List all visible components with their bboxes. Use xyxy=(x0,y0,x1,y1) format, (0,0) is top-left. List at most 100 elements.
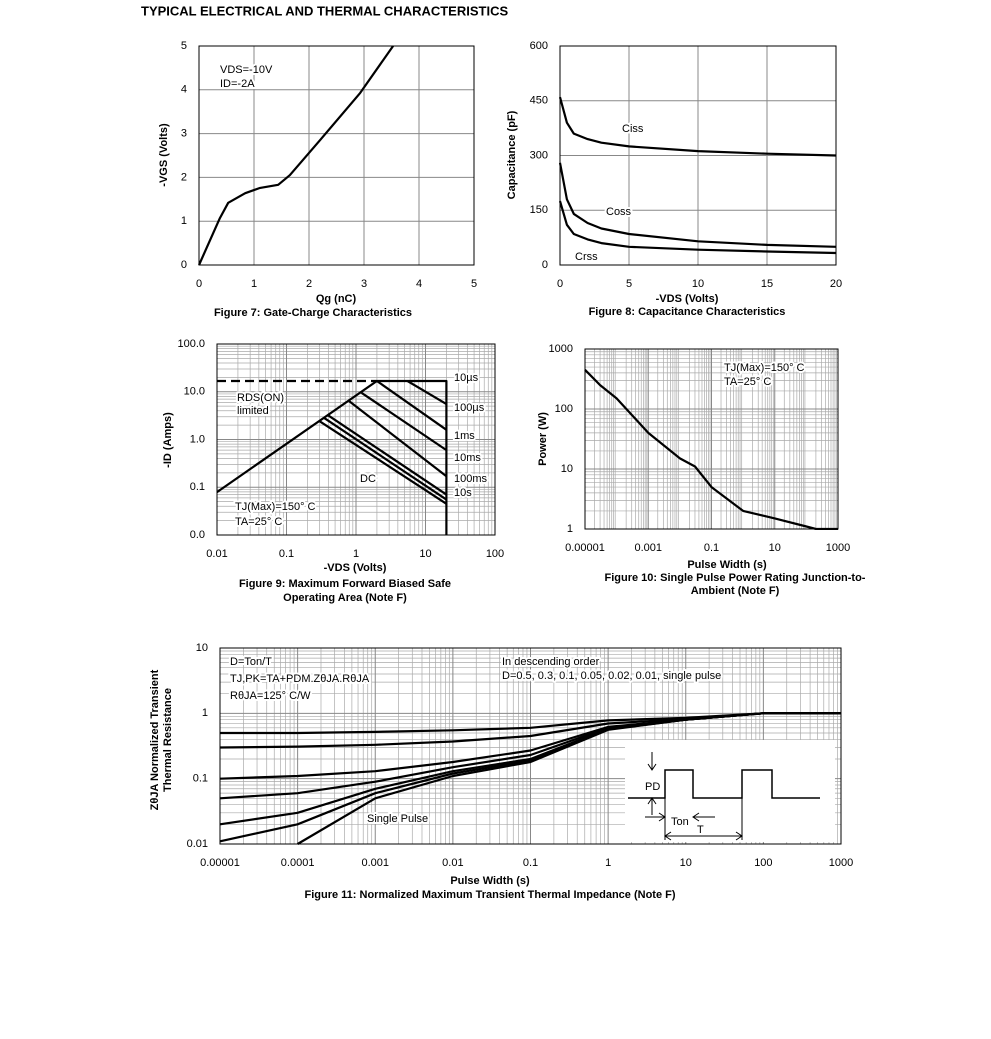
y-tick-label: 0 xyxy=(542,259,548,271)
chart: 0 5 10 15 20 0 150 300 450 600 Ciss Coss Crss -VDS (V… xyxy=(506,40,842,318)
x-tick-label: 100 xyxy=(754,857,772,869)
pulse-waveform xyxy=(628,769,820,799)
y-tick-label: 0.1 xyxy=(193,773,208,785)
x-tick-label: 10 xyxy=(769,542,781,554)
y-tick-label: 0.01 xyxy=(187,838,208,850)
y-tick-label: 1 xyxy=(567,523,573,535)
series-label: 10ms xyxy=(454,452,481,464)
y-tick-label: 2 xyxy=(181,171,187,183)
x-tick-label: 100 xyxy=(486,548,504,560)
x-tick-label: 10 xyxy=(419,548,431,560)
y-tick-label: 0 xyxy=(181,259,187,271)
annotation: D=Ton/T xyxy=(230,656,272,668)
y-axis-label: Thermal Resistance xyxy=(162,688,174,792)
y-tick-label: 300 xyxy=(530,149,548,161)
x-axis-label: -VDS (Volts) xyxy=(656,293,719,305)
series-line xyxy=(376,380,448,431)
x-tick-label: 1000 xyxy=(829,857,853,869)
x-tick-label: 0 xyxy=(196,278,202,290)
x-tick-label: 0.001 xyxy=(634,542,662,554)
y-axis-label: ZθJA Normalized Transient xyxy=(149,669,161,810)
x-tick-label: 1 xyxy=(251,278,257,290)
x-axis-label: -VDS (Volts) xyxy=(324,562,387,574)
x-tick-label: 3 xyxy=(361,278,367,290)
y-axis-label: -ID (Amps) xyxy=(162,412,174,468)
figure-caption: Figure 7: Gate-Charge Characteristics xyxy=(214,307,412,319)
series-label: DC xyxy=(360,473,376,485)
x-axis-label: Pulse Width (s) xyxy=(450,875,530,887)
plot-frame xyxy=(216,343,496,536)
chart: 0.00001 0.001 0.1 10 1000 1 10 100 1000 TJ(Max)=1… xyxy=(537,343,866,597)
x-tick-label: 0.00001 xyxy=(565,542,605,554)
y-tick-label: 3 xyxy=(181,128,187,140)
x-tick-label: 0.01 xyxy=(206,548,227,560)
y-tick-label: 1000 xyxy=(549,343,573,355)
series-label: Crss xyxy=(575,251,598,263)
y-tick-label: 10 xyxy=(196,642,208,654)
y-tick-label: 0.0 xyxy=(190,529,205,541)
series-label: Ciss xyxy=(622,123,644,135)
pd-arrows xyxy=(647,752,657,815)
series-line xyxy=(327,414,448,496)
series-line xyxy=(216,379,448,535)
inset-bg xyxy=(625,740,835,842)
annotation: D=0.5, 0.3, 0.1, 0.05, 0.02, 0.01, singl… xyxy=(502,670,721,682)
x-tick-label: 10 xyxy=(692,278,704,290)
series-label: 10s xyxy=(454,487,472,499)
series-label: 1ms xyxy=(454,430,475,442)
annotation: limited xyxy=(237,405,269,417)
series-label: 10µs xyxy=(454,372,479,384)
x-tick-label: 10 xyxy=(680,857,692,869)
page-title: TYPICAL ELECTRICAL AND THERMAL CHARACTER… xyxy=(141,3,508,18)
chart: 0.01 0.1 1 10 100 0.0 0.1 1.0 10.0 100.0 10µs 100µs… xyxy=(162,338,504,604)
annotation: TJ(Max)=150° C xyxy=(724,362,805,374)
x-tick-label: 5 xyxy=(471,278,477,290)
annotation: PD xyxy=(645,781,660,793)
y-tick-label: 4 xyxy=(181,84,187,96)
annotation: TA=25° C xyxy=(724,376,771,388)
series-line xyxy=(584,369,838,530)
annotation: Ton xyxy=(671,816,689,828)
figure-caption: Ambient (Note F) xyxy=(691,585,780,597)
series-label: 100µs xyxy=(454,402,485,414)
x-tick-label: 5 xyxy=(626,278,632,290)
y-tick-label: 450 xyxy=(530,95,548,107)
x-tick-label: 0.00001 xyxy=(200,857,240,869)
chart: 0.00001 0.0001 0.001 0.01 0.1 1 10 100 1000 0.01 0… xyxy=(149,642,853,901)
series-line xyxy=(198,45,395,266)
x-axis-label: Qg (nC) xyxy=(316,293,357,305)
figure-caption: Figure 9: Maximum Forward Biased Safe xyxy=(239,578,451,590)
x-tick-label: 0.1 xyxy=(279,548,294,560)
chart: 0 1 2 3 4 5 0 1 2 3 4 5 VDS=-10V ID=-2A Qg (nC) -VGS (V… xyxy=(158,40,477,319)
y-tick-label: 100 xyxy=(555,403,573,415)
series-line xyxy=(360,391,448,452)
plot-frame xyxy=(198,45,475,266)
annotation: In descending order xyxy=(502,656,600,668)
x-tick-label: 20 xyxy=(830,278,842,290)
annotation: TJ,PK=TA+PDM.ZθJA.RθJA xyxy=(230,673,370,685)
y-tick-label: 600 xyxy=(530,40,548,52)
x-tick-label: 0.1 xyxy=(523,857,538,869)
plot-frame xyxy=(219,647,842,845)
x-tick-label: 0.0001 xyxy=(281,857,315,869)
x-tick-label: 0.1 xyxy=(704,542,719,554)
y-axis-label: -VGS (Volts) xyxy=(158,123,170,187)
plot-area xyxy=(199,46,474,265)
pulse-inset: PD Ton T xyxy=(625,740,835,842)
plot-frame xyxy=(584,348,839,530)
annotation: RDS(ON) xyxy=(237,392,284,404)
x-tick-label: 0.001 xyxy=(361,857,389,869)
y-tick-label: 150 xyxy=(530,204,548,216)
y-tick-label: 10.0 xyxy=(184,386,205,398)
annotation: TJ(Max)=150° C xyxy=(235,501,316,513)
y-tick-label: 100.0 xyxy=(177,338,205,350)
series-line xyxy=(348,400,448,478)
y-tick-label: 1.0 xyxy=(190,433,205,445)
figure-caption: Figure 8: Capacitance Characteristics xyxy=(589,306,786,318)
series-line xyxy=(559,162,837,248)
x-tick-label: 0 xyxy=(557,278,563,290)
y-axis-label: Capacitance (pF) xyxy=(506,110,518,199)
x-tick-label: 2 xyxy=(306,278,312,290)
x-axis-label: Pulse Width (s) xyxy=(687,559,767,571)
series-line xyxy=(559,200,837,255)
